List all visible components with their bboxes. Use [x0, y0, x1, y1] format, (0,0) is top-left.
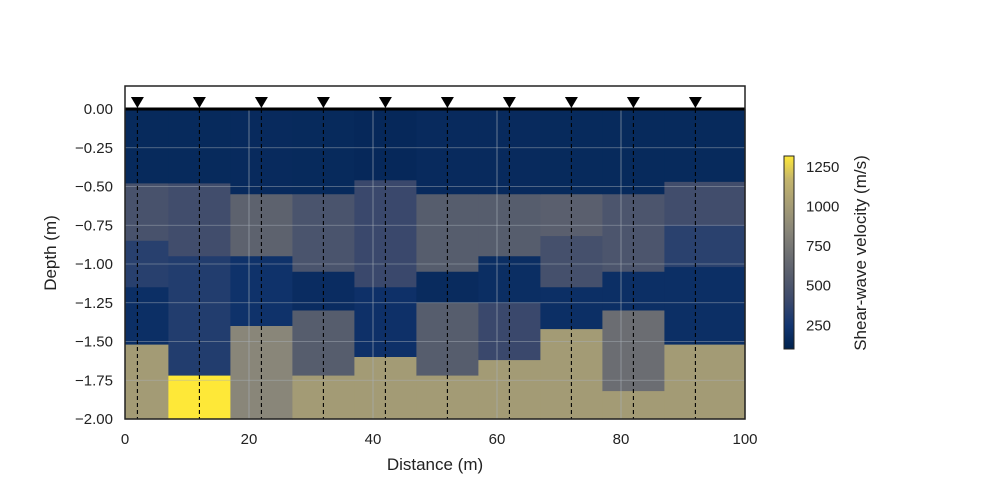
velocity-cell	[125, 344, 169, 420]
x-tick-label: 0	[121, 431, 129, 448]
colorbar-label: Shear-wave velocity (m/s)	[851, 155, 870, 351]
velocity-cell	[664, 225, 746, 268]
receiver-marker	[626, 97, 640, 108]
receiver-markers	[130, 97, 702, 108]
x-tick-label: 80	[613, 431, 630, 448]
receiver-marker	[440, 97, 454, 108]
y-tick-label: −1.00	[75, 256, 113, 273]
y-tick-label: −0.25	[75, 140, 113, 157]
x-tick-label: 60	[489, 431, 506, 448]
y-tick-label: −0.50	[75, 179, 113, 196]
receiver-marker	[130, 97, 144, 108]
y-axis-label: Depth (m)	[41, 215, 60, 291]
velocity-cell	[602, 194, 665, 273]
receiver-marker	[254, 97, 268, 108]
y-tick-label: −2.00	[75, 411, 113, 428]
velocity-cell	[354, 180, 417, 288]
colorbar-tick-label: 1000	[806, 199, 839, 216]
colorbar-gradient	[783, 155, 795, 350]
surface-strip	[125, 86, 745, 108]
grid-lines	[125, 86, 745, 419]
velocity-cell	[125, 109, 169, 184]
velocity-cell	[168, 256, 231, 377]
x-axis-ticks: 0 20 40 60 80 100	[121, 431, 758, 448]
velocity-cell	[664, 344, 746, 420]
y-tick-label: −1.75	[75, 372, 113, 389]
y-tick-label: −1.25	[75, 295, 113, 312]
plot-frame	[124, 85, 746, 420]
receiver-marker	[192, 97, 206, 108]
velocity-cell	[416, 194, 479, 273]
receiver-marker	[502, 97, 516, 108]
colorbar: 250 500 750 1000 1250 Shear-wave velocity (m…	[783, 155, 870, 351]
receiver-lines	[136, 109, 696, 419]
colorbar-ticks: 250 500 750 1000 1250	[806, 159, 839, 334]
velocity-cell	[478, 302, 541, 361]
x-axis-label: Distance (m)	[387, 455, 483, 474]
x-tick-label: 100	[732, 431, 757, 448]
y-tick-label: 0.00	[84, 101, 113, 118]
receiver-marker	[564, 97, 578, 108]
colorbar-tick-label: 1250	[806, 159, 839, 176]
colorbar-tick-label: 250	[806, 317, 831, 334]
receiver-marker	[688, 97, 702, 108]
velocity-cell	[354, 357, 417, 420]
receiver-marker	[378, 97, 392, 108]
y-tick-label: −1.50	[75, 334, 113, 351]
velocity-cell	[664, 109, 746, 183]
velocity-cell	[664, 181, 746, 226]
velocity-cell	[125, 287, 169, 346]
receiver-marker	[316, 97, 330, 108]
colorbar-tick-label: 750	[806, 238, 831, 255]
velocity-cell	[664, 267, 746, 346]
x-tick-label: 40	[365, 431, 382, 448]
colorbar-tick-label: 500	[806, 278, 831, 295]
y-tick-label: −0.75	[75, 217, 113, 234]
x-tick-label: 20	[241, 431, 258, 448]
velocity-cell	[292, 194, 355, 273]
y-axis-ticks: 0.00 −0.25 −0.50 −0.75 −1.00 −1.25 −1.50 −1.75 −…	[75, 101, 113, 428]
velocity-cell	[125, 183, 169, 242]
